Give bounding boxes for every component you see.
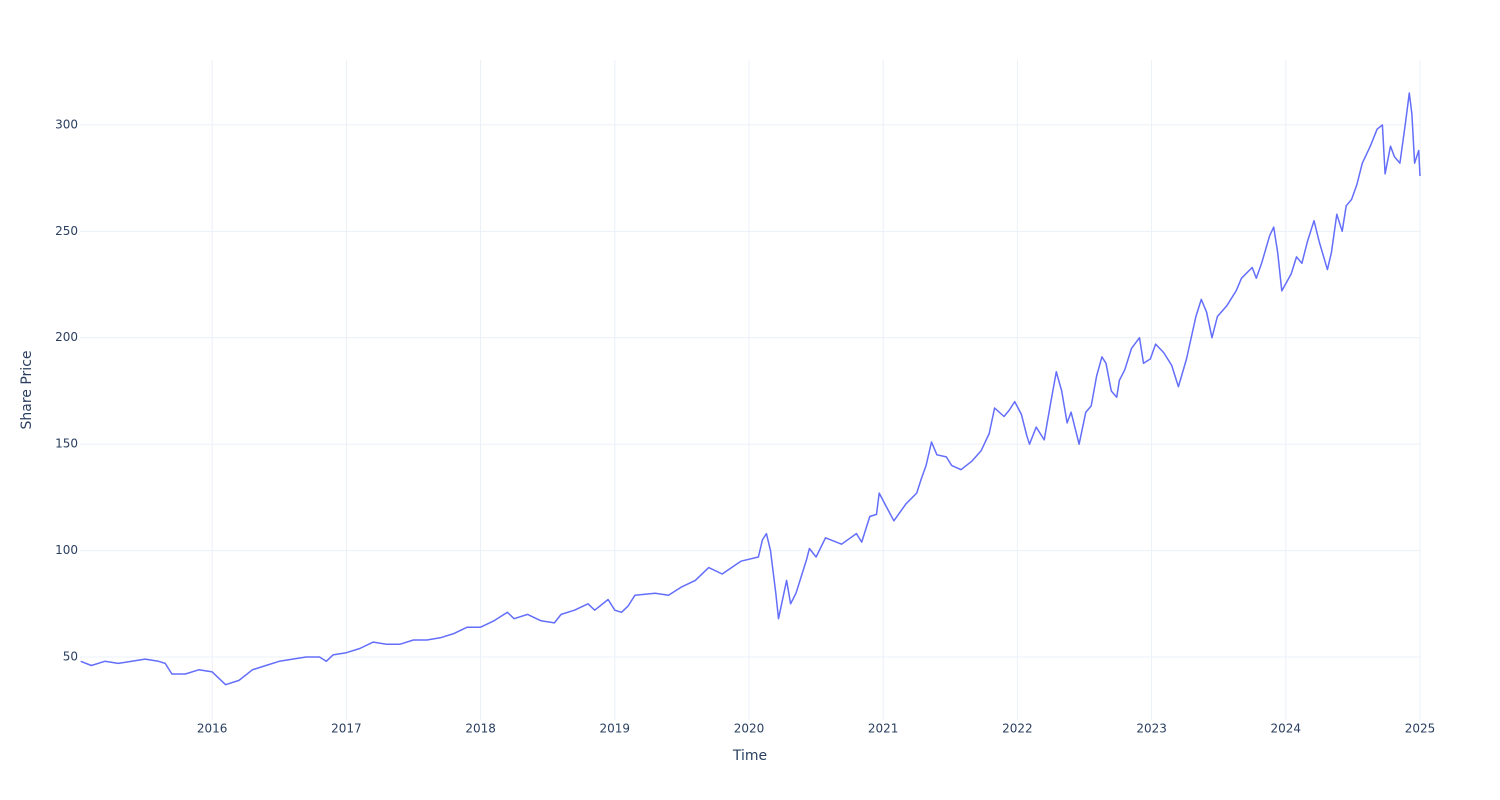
y-tick-label: 100 [55, 543, 78, 557]
x-tick-label: 2025 [1405, 722, 1436, 736]
grid [80, 60, 1421, 720]
x-tick-label: 2016 [197, 722, 228, 736]
x-tick-label: 2024 [1271, 722, 1302, 736]
x-tick-label: 2017 [331, 722, 362, 736]
y-tick-label: 150 [55, 437, 78, 451]
x-tick-label: 2023 [1136, 722, 1167, 736]
x-tick-label: 2020 [734, 722, 765, 736]
y-tick-label: 300 [55, 117, 78, 131]
y-tick-label: 250 [55, 224, 78, 238]
x-tick-label: 2019 [600, 722, 631, 736]
x-tick-label: 2021 [868, 722, 899, 736]
y-axis-title: Share Price [19, 350, 35, 429]
y-tick-label: 200 [55, 330, 78, 344]
y-tick-label: 50 [63, 650, 78, 664]
x-axis-title: Time [732, 748, 767, 764]
price-line [80, 92, 1421, 686]
x-tick-label: 2018 [465, 722, 496, 736]
x-tick-label: 2022 [1002, 722, 1033, 736]
